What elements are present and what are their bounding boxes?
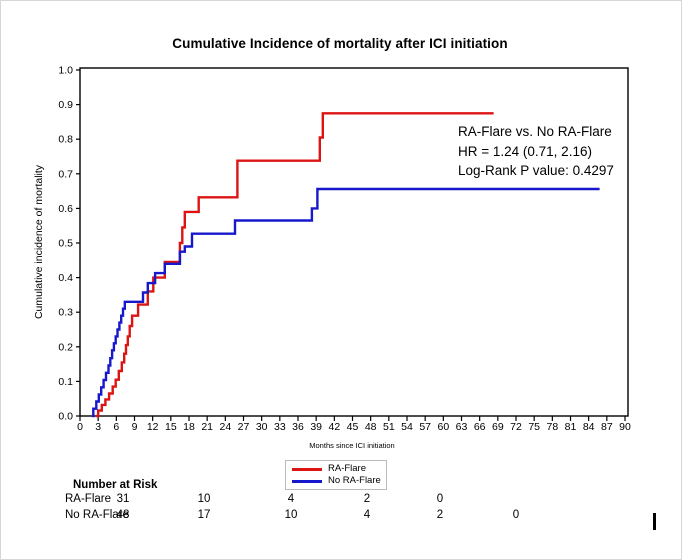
text-cursor-artifact xyxy=(653,513,656,530)
risk-value: 0 xyxy=(436,493,444,505)
y-tick-label: 0.3 xyxy=(58,307,73,319)
legend-label: No RA-Flare xyxy=(328,475,381,486)
x-tick-label: 6 xyxy=(113,421,119,433)
no-ra-flare-line-swatch xyxy=(292,479,322,483)
x-tick-label: 60 xyxy=(437,421,449,433)
y-tick-label: 0.7 xyxy=(58,168,73,180)
risk-value: 10 xyxy=(197,493,211,505)
x-tick-label: 45 xyxy=(347,421,359,433)
x-tick-label: 48 xyxy=(365,421,377,433)
stats-comparison-line: RA-Flare vs. No RA-Flare xyxy=(458,124,612,139)
chart-title: Cumulative Incidence of mortality after … xyxy=(172,36,508,51)
x-tick-label: 78 xyxy=(546,421,558,433)
plot-border xyxy=(79,67,629,417)
x-tick-label: 66 xyxy=(474,421,486,433)
y-tick-label: 0.2 xyxy=(58,341,73,353)
y-tick-label: 0.5 xyxy=(58,238,73,250)
x-tick-label: 39 xyxy=(310,421,322,433)
x-tick-label: 27 xyxy=(238,421,250,433)
x-axis-title: Months since ICI initiation xyxy=(309,441,394,450)
risk-value: 4 xyxy=(287,493,295,505)
y-tick-label: 0.9 xyxy=(58,99,73,111)
x-tick-label: 24 xyxy=(219,421,231,433)
legend-item-no-ra-flare: No RA-Flare xyxy=(292,475,381,486)
y-tick-label: 0.0 xyxy=(58,411,73,423)
x-tick-label: 84 xyxy=(583,421,595,433)
x-tick-label: 33 xyxy=(274,421,286,433)
x-tick-label: 21 xyxy=(201,421,213,433)
x-tick-label: 51 xyxy=(383,421,395,433)
y-axis-title: Cumulative incidence of mortality xyxy=(33,164,45,319)
y-tick-label: 0.1 xyxy=(58,376,73,388)
legend-label: RA-Flare xyxy=(328,463,367,474)
x-tick-label: 18 xyxy=(183,421,195,433)
x-tick-label: 69 xyxy=(492,421,504,433)
x-tick-label: 9 xyxy=(132,421,138,433)
legend-item-ra-flare: RA-Flare xyxy=(292,464,380,474)
y-tick-label: 0.8 xyxy=(58,134,73,146)
y-tick-label: 1.0 xyxy=(58,65,73,77)
x-tick-label: 3 xyxy=(95,421,101,433)
x-tick-label: 0 xyxy=(77,421,83,433)
risk-value: 17 xyxy=(197,509,211,521)
curve-ra-flare xyxy=(95,112,494,418)
ra-flare-line-swatch xyxy=(292,467,322,471)
x-tick-label: 36 xyxy=(292,421,304,433)
risk-value: 10 xyxy=(284,509,298,521)
stats-annotation: RA-Flare vs. No RA-Flare HR = 1.24 (0.71… xyxy=(458,122,614,181)
x-tick-label: 63 xyxy=(456,421,468,433)
x-tick-label: 75 xyxy=(528,421,540,433)
risk-value: 2 xyxy=(436,509,444,521)
stats-pvalue-line: Log-Rank P value: 0.4297 xyxy=(458,163,614,178)
number-at-risk-header: Number at Risk xyxy=(73,479,158,491)
legend: RA-Flare No RA-Flare xyxy=(285,460,387,490)
stats-hr-line: HR = 1.24 (0.71, 2.16) xyxy=(458,143,592,159)
risk-value: 2 xyxy=(363,493,371,505)
axis-ticks: 0 3 6 9 12 15 18 21 24 27 30 33 36 39 42 45 48 51 54 57 60 63… xyxy=(58,65,631,434)
y-tick-label: 0.6 xyxy=(58,203,73,215)
x-tick-label: 12 xyxy=(147,421,159,433)
x-tick-label: 54 xyxy=(401,421,413,433)
risk-value: 4 xyxy=(363,509,371,521)
y-tick-label: 0.4 xyxy=(58,272,73,284)
risk-row-label: RA-Flare xyxy=(65,493,112,505)
x-tick-label: 90 xyxy=(619,421,631,433)
x-tick-label: 57 xyxy=(419,421,431,433)
risk-value: 48 xyxy=(116,509,130,521)
x-tick-label: 42 xyxy=(328,421,340,433)
incidence-curves xyxy=(92,112,600,418)
plot-frame xyxy=(79,67,629,417)
risk-value: 0 xyxy=(512,509,520,521)
risk-row-label: No RA-Flare xyxy=(65,509,129,521)
x-tick-label: 87 xyxy=(601,421,613,433)
risk-value: 31 xyxy=(116,493,130,505)
x-tick-label: 81 xyxy=(565,421,577,433)
x-tick-label: 30 xyxy=(256,421,268,433)
curve-no-ra-flare xyxy=(92,187,600,418)
x-tick-label: 15 xyxy=(165,421,177,433)
x-tick-label: 72 xyxy=(510,421,522,433)
